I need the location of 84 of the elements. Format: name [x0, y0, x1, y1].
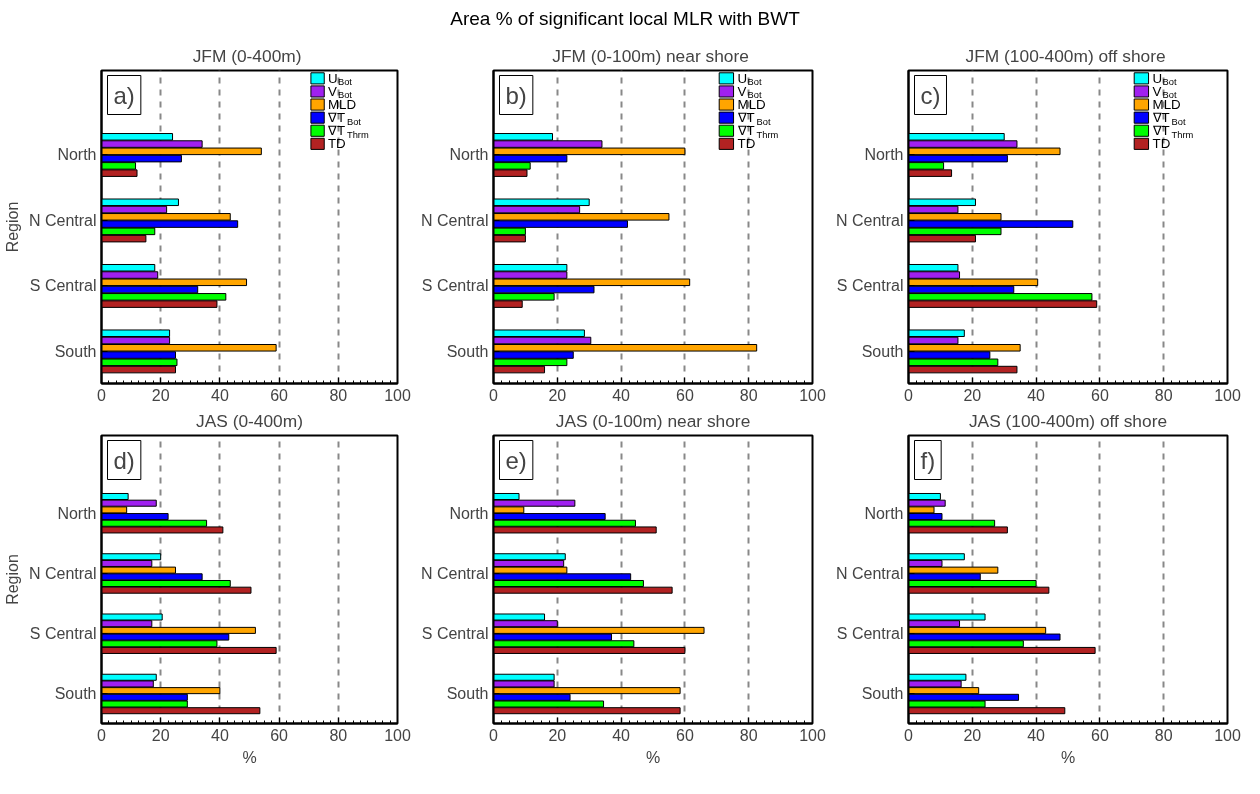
y-tick-label: South	[54, 685, 97, 703]
y-tick-label: N Central	[28, 564, 97, 582]
x-tick-label: 60	[676, 726, 694, 744]
y-tick-label: N Central	[835, 211, 904, 229]
x-tick-label: 0	[904, 386, 914, 404]
annotation: d)	[113, 446, 135, 474]
annotation: f)	[920, 446, 936, 474]
chart-title: JFM (100-400m) off shore	[965, 45, 1166, 66]
x-tick-label: 80	[739, 726, 758, 744]
y-tick-label: S Central	[836, 625, 904, 643]
y-tick-label: N Central	[420, 211, 489, 229]
x-tick-label: 80	[739, 386, 758, 404]
x-axis-title: %	[242, 748, 257, 766]
y-tick-label: S Central	[29, 625, 97, 643]
x-tick-label: 20	[548, 386, 567, 404]
y-tick-label: S Central	[29, 277, 97, 295]
x-axis-title: %	[645, 748, 661, 766]
y-axis-title: Region	[3, 554, 21, 605]
chart-title: JAS (0-100m) near shore	[555, 410, 751, 431]
x-tick-label: 20	[963, 386, 982, 404]
x-tick-label: 80	[329, 386, 348, 404]
x-tick-label: 40	[211, 386, 229, 404]
y-tick-label: N Central	[835, 564, 904, 582]
x-tick-label: 80	[329, 726, 348, 744]
x-tick-label: 20	[151, 726, 170, 744]
x-tick-label: 20	[151, 386, 170, 404]
y-tick-label: S Central	[421, 625, 489, 643]
x-tick-label: 40	[211, 726, 229, 744]
x-tick-label: 40	[1027, 386, 1046, 404]
x-tick-label: 40	[612, 386, 631, 404]
legend-label: TD	[1152, 136, 1171, 152]
y-tick-label: S Central	[421, 277, 489, 295]
x-axis-title: %	[1060, 748, 1076, 766]
y-tick-label: North	[864, 504, 904, 522]
y-tick-label: N Central	[420, 564, 489, 582]
x-tick-label: 20	[548, 726, 567, 744]
chart-title: JFM (0-100m) near shore	[552, 45, 749, 66]
legend-label: TD	[737, 136, 756, 152]
x-tick-label: 100	[1214, 726, 1241, 744]
x-tick-label: 60	[1091, 726, 1109, 744]
annotation: e)	[505, 446, 527, 474]
x-tick-label: 20	[963, 726, 982, 744]
x-tick-label: 100	[1214, 386, 1241, 404]
x-tick-label: 100	[799, 726, 826, 744]
y-tick-label: South	[54, 342, 97, 360]
y-axis-title: Region	[3, 201, 21, 253]
annotation: b)	[505, 81, 527, 109]
x-tick-label: 100	[799, 386, 826, 404]
y-tick-label: North	[57, 146, 97, 164]
x-tick-label: 60	[676, 386, 694, 404]
chart-title: JFM (0-400m)	[192, 45, 302, 66]
chart-title: JAS (0-400m)	[196, 410, 303, 431]
x-tick-label: 0	[97, 386, 107, 404]
legend-label: MLD	[327, 97, 357, 113]
chart-title: JAS (100-400m) off shore	[968, 410, 1168, 431]
x-tick-label: 40	[612, 726, 631, 744]
annotation: c)	[920, 81, 941, 109]
y-tick-label: North	[449, 504, 489, 522]
legend-label: TD	[327, 136, 346, 152]
x-tick-label: 40	[1027, 726, 1046, 744]
y-tick-label: N Central	[28, 211, 97, 229]
y-tick-label: South	[861, 685, 904, 703]
text: Area % of significant local MLR with BWT	[450, 7, 800, 31]
x-tick-label: 0	[97, 726, 107, 744]
x-tick-label: 0	[904, 726, 914, 744]
y-tick-label: North	[864, 146, 904, 164]
y-tick-label: S Central	[836, 277, 904, 295]
x-tick-label: 100	[384, 386, 411, 404]
annotation: a)	[113, 81, 135, 109]
y-tick-label: North	[57, 504, 97, 522]
x-tick-label: 80	[1154, 726, 1173, 744]
y-tick-label: South	[861, 342, 904, 360]
x-tick-label: 0	[489, 386, 499, 404]
y-tick-label: North	[449, 146, 489, 164]
x-tick-label: 60	[1091, 386, 1109, 404]
x-tick-label: 80	[1154, 386, 1173, 404]
y-tick-label: South	[446, 685, 489, 703]
x-tick-label: 100	[384, 726, 411, 744]
x-tick-label: 0	[489, 726, 499, 744]
x-tick-label: 60	[270, 726, 289, 744]
legend-label: MLD	[737, 97, 766, 113]
x-tick-label: 60	[270, 386, 289, 404]
y-tick-label: South	[446, 342, 489, 360]
legend-label: MLD	[1152, 97, 1181, 113]
